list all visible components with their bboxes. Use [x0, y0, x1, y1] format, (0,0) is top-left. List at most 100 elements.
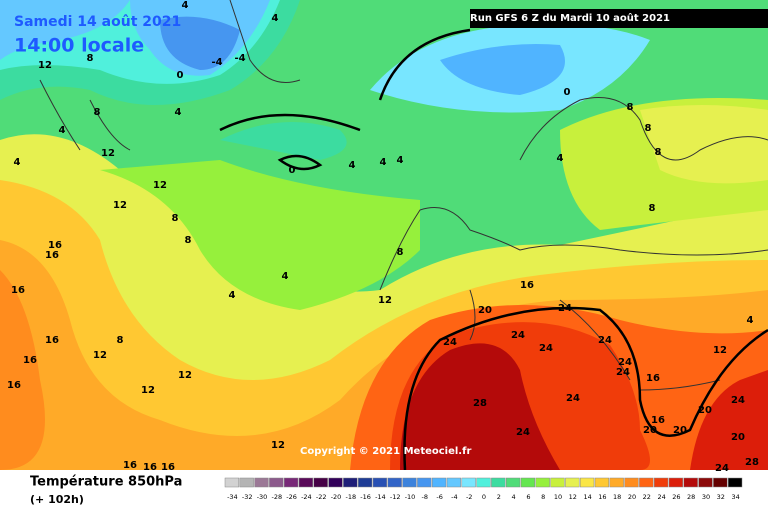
legend-swatch: [594, 477, 610, 488]
legend-swatch: [727, 477, 743, 488]
legend-swatch: [683, 477, 698, 488]
contour-label: 4: [182, 0, 189, 11]
contour-label: 16: [646, 373, 660, 384]
contour-label: 16: [48, 240, 62, 251]
legend-swatch: [624, 477, 639, 488]
legend-value: -6: [436, 493, 442, 501]
run-box: [470, 9, 768, 28]
legend-swatch: [609, 477, 624, 488]
legend-swatch: [224, 477, 240, 488]
legend-subtitle: (+ 102h): [30, 493, 84, 506]
contour-label: 4: [229, 290, 236, 301]
contour-label: 8: [649, 203, 656, 214]
legend-swatch: [476, 477, 491, 488]
legend-swatch: [639, 477, 654, 488]
legend-value: 2: [497, 493, 501, 501]
legend-value: 6: [526, 493, 530, 501]
time: 14:00 locale: [14, 35, 144, 57]
legend-value: -32: [242, 493, 253, 501]
legend-value: -28: [271, 493, 282, 501]
contour-label: 8: [87, 53, 94, 64]
contour-label: 4: [380, 157, 387, 168]
legend-value: -22: [316, 493, 327, 501]
legend-value: -34: [227, 493, 238, 501]
contour-label: 16: [651, 415, 665, 426]
legend-swatch: [313, 477, 328, 488]
legend-swatch: [653, 477, 669, 488]
contour-label: 12: [271, 440, 285, 451]
contour-label: 24: [618, 357, 632, 368]
run-info: Run GFS 6 Z du Mardi 10 août 2021: [470, 12, 670, 24]
legend-value: 24: [657, 493, 665, 501]
legend-value: -2: [466, 493, 472, 501]
contour-label: 4: [175, 107, 182, 118]
legend-value: -4: [451, 493, 457, 501]
contour-label: 20: [673, 425, 687, 436]
contour-label: 12: [113, 200, 127, 211]
contour-label: 4: [272, 13, 279, 24]
contour-label: 0: [564, 87, 571, 98]
contour-label: 16: [23, 355, 37, 366]
legend-value: -18: [345, 493, 356, 501]
legend-swatch: [713, 477, 728, 488]
zone: [440, 44, 565, 95]
copyright: Copyright © 2021 Meteociel.fr: [300, 446, 471, 457]
contour-label: 24: [566, 393, 580, 404]
legend-swatch: [387, 477, 402, 488]
zone: [400, 343, 560, 470]
legend-value: 28: [687, 493, 695, 501]
contour-label: 8: [185, 235, 192, 246]
contour-label: 16: [123, 460, 137, 471]
contour-label: 4: [349, 160, 356, 171]
contour-label: 8: [172, 213, 179, 224]
zone: [0, 0, 130, 60]
legend-swatch: [269, 477, 284, 488]
contour-label: -4: [234, 53, 245, 64]
contour-label: 24: [539, 343, 553, 354]
contour-label: 4: [747, 315, 754, 326]
legend-swatch: [520, 477, 536, 488]
contour-label: 0: [289, 165, 296, 176]
legend-bg: [0, 470, 768, 512]
legend-swatch: [298, 477, 314, 488]
contour-label: 12: [378, 295, 392, 306]
legend-value: 16: [598, 493, 606, 501]
contour-label: 16: [161, 462, 175, 473]
legend-value: -8: [422, 493, 428, 501]
legend-swatch: [417, 477, 432, 488]
legend-value: 20: [628, 493, 636, 501]
zone: [220, 122, 347, 160]
legend-swatch: [565, 477, 580, 488]
legend-value: -12: [390, 493, 401, 501]
legend-value: -16: [360, 493, 371, 501]
legend-value: -14: [375, 493, 386, 501]
legend-swatch: [491, 477, 506, 488]
legend-swatch: [372, 477, 388, 488]
contour-label: 12: [101, 148, 115, 159]
zone: [690, 370, 768, 470]
legend-swatch: [461, 477, 476, 488]
contour-label: 4: [557, 153, 564, 164]
contour-label: 12: [38, 60, 52, 71]
legend-value: -30: [257, 493, 268, 501]
legend-value: 12: [569, 493, 577, 501]
legend-swatch: [283, 477, 299, 488]
contour-label: 8: [627, 102, 634, 113]
legend-value: 18: [613, 493, 621, 501]
legend-value: 14: [583, 493, 591, 501]
legend-swatch: [431, 477, 447, 488]
legend-value: 4: [512, 493, 516, 501]
isotherm: [219, 28, 768, 471]
legend-value: 8: [541, 493, 545, 501]
legend-swatch: [579, 477, 595, 488]
contour-label: 16: [11, 285, 25, 296]
contour-label: 16: [7, 380, 21, 391]
legend-swatch: [328, 477, 343, 488]
contour-label: 8: [655, 147, 662, 158]
contour-label: 12: [141, 385, 155, 396]
contour-label: 20: [478, 305, 492, 316]
contour-label: 16: [45, 250, 59, 261]
legend-value: -26: [286, 493, 297, 501]
